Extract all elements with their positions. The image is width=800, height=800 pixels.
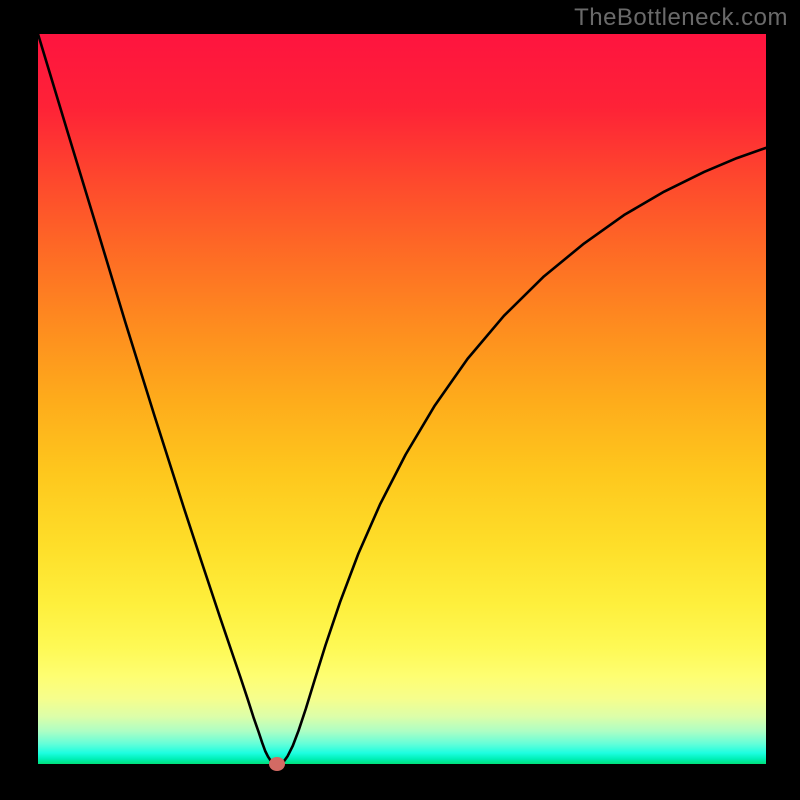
minimum-marker (269, 757, 285, 771)
curve-svg (38, 34, 766, 764)
watermark-text: TheBottleneck.com (574, 4, 788, 32)
bottleneck-curve (38, 34, 766, 764)
chart-container: TheBottleneck.com (0, 0, 800, 800)
plot-area (38, 34, 766, 764)
